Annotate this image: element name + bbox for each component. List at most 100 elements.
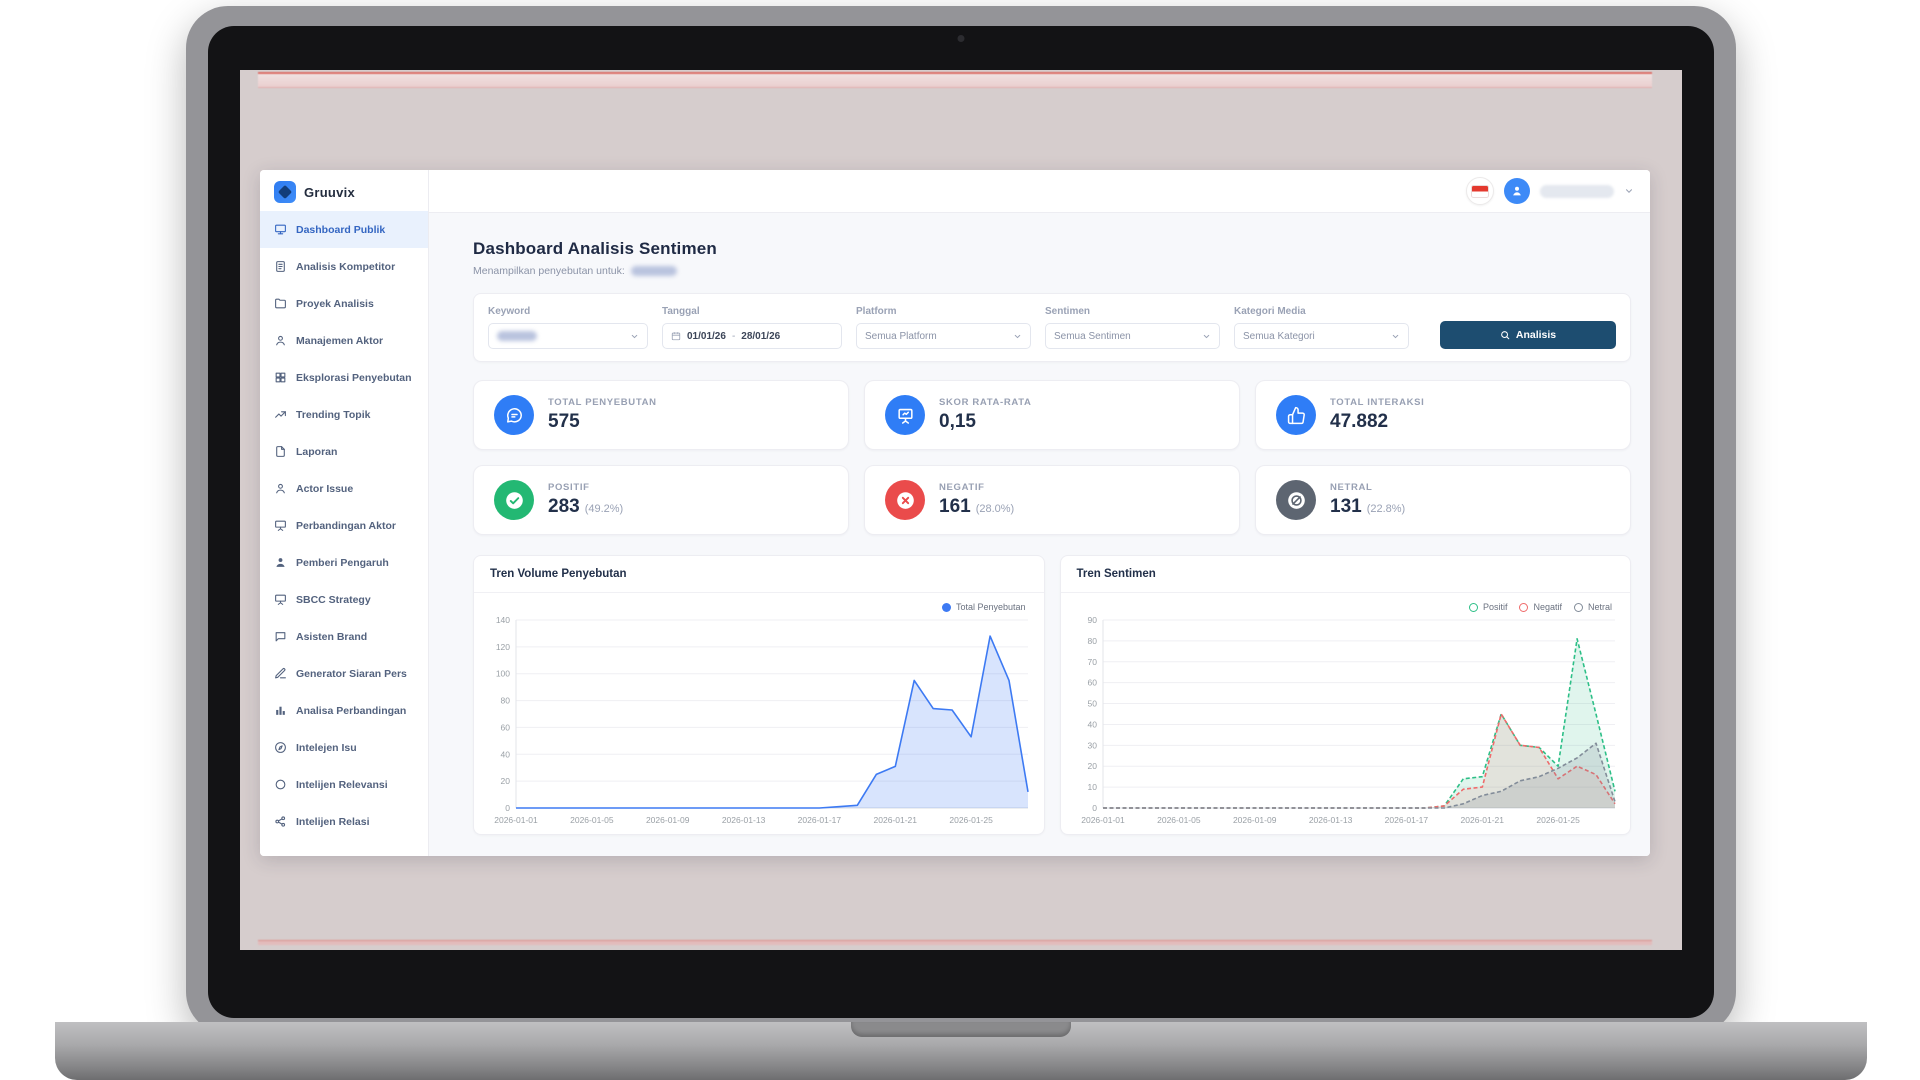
legend-netral[interactable]: Netral (1573, 602, 1612, 612)
chart-title: Tren Sentimen (1060, 556, 1630, 593)
svg-text:0: 0 (505, 803, 510, 813)
svg-text:2026-01-09: 2026-01-09 (646, 815, 690, 825)
folder-icon (274, 297, 287, 310)
user-avatar[interactable] (1504, 178, 1530, 204)
dashboard-window: Gruuvix Dashboard Publik Analisis Kompeti… (260, 170, 1650, 856)
sentiment-select[interactable]: Semua Sentimen (1045, 323, 1220, 349)
svg-text:90: 90 (1087, 615, 1097, 625)
page-subtitle: Menampilkan penyebutan untuk: (473, 265, 1628, 277)
sidebar-item-intelijen-relevansi[interactable]: Intelijen Relevansi (260, 766, 428, 803)
svg-text:20: 20 (501, 776, 511, 786)
sidebar-item-perbandingan-aktor[interactable]: Perbandingan Aktor (260, 507, 428, 544)
date-range-input[interactable]: 01/01/26 - 28/01/26 (662, 323, 842, 349)
legend-negatif[interactable]: Negatif (1519, 602, 1562, 612)
sidebar-item-pemberi-pengaruh[interactable]: Pemberi Pengaruh (260, 544, 428, 581)
sentiment-label: Sentimen (1045, 306, 1091, 317)
legend-dot-icon (1519, 602, 1529, 612)
page-title: Dashboard Analisis Sentimen (473, 239, 717, 258)
legend-total-penyebutan[interactable]: Total Penyebutan (941, 602, 1026, 612)
svg-text:2026-01-21: 2026-01-21 (1460, 815, 1504, 825)
media-category-value: Semua Kategori (1243, 330, 1315, 342)
date-end-value: 28/01/26 (741, 330, 781, 342)
chat-icon (274, 630, 287, 643)
svg-text:2026-01-05: 2026-01-05 (1157, 815, 1201, 825)
file-icon (274, 445, 287, 458)
topbar (429, 170, 1650, 213)
chart-legend: Total Penyebutan (941, 602, 1026, 612)
media-category-field: Kategori Media Semua Kategori (1234, 306, 1409, 349)
date-label: Tanggal (662, 306, 700, 317)
svg-text:100: 100 (496, 669, 510, 679)
presentation-icon (274, 593, 287, 606)
svg-text:10: 10 (1087, 782, 1097, 792)
platform-select[interactable]: Semua Platform (856, 323, 1031, 349)
compass-icon (274, 741, 287, 754)
svg-text:2026-01-25: 2026-01-25 (949, 815, 993, 825)
svg-text:70: 70 (1087, 657, 1097, 667)
chevron-down-icon[interactable] (1624, 186, 1634, 196)
sidebar-item-trending-topik[interactable]: Trending Topik (260, 396, 428, 433)
chat-bubble-icon (494, 395, 534, 435)
sidebar-item-intelijen-relasi[interactable]: Intelijen Relasi (260, 803, 428, 840)
sidebar-nav: Dashboard Publik Analisis Kompetitor Proye… (260, 211, 428, 840)
svg-text:20: 20 (1087, 761, 1097, 771)
user-filled-icon (274, 556, 287, 569)
keyword-select[interactable] (488, 323, 648, 349)
legend-positif[interactable]: Positif (1468, 602, 1507, 612)
laptop-base (55, 1022, 1867, 1080)
svg-text:50: 50 (1087, 699, 1097, 709)
sidebar-item-label: Perbandingan Aktor (296, 519, 396, 532)
stat-card-total-interaksi: TOTAL INTERAKSI 47.882 (1255, 380, 1631, 450)
sidebar-item-proyek-analisis[interactable]: Proyek Analisis (260, 285, 428, 322)
sidebar-item-label: Asisten Brand (296, 630, 368, 643)
laptop-frame: Gruuvix Dashboard Publik Analisis Kompeti… (186, 6, 1736, 1034)
chart-volume-penyebutan: Tren Volume Penyebutan Total Penyebutan … (473, 555, 1045, 835)
stat-card-negatif: NEGATIF 161 (28.0%) (864, 465, 1240, 535)
sidebar-item-intelejen-isu[interactable]: Intelejen Isu (260, 729, 428, 766)
sidebar-item-generator-siaran-pers[interactable]: Generator Siaran Pers (260, 655, 428, 692)
sidebar-item-analisa-perbandingan[interactable]: Analisa Perbandingan (260, 692, 428, 729)
svg-text:2026-01-17: 2026-01-17 (1384, 815, 1428, 825)
sidebar-item-manajemen-aktor[interactable]: Manajemen Aktor (260, 322, 428, 359)
search-icon (1501, 331, 1510, 340)
language-flag-button[interactable] (1466, 177, 1494, 205)
chart-plot-area[interactable]: 0 10 20 30 40 50 60 70 80 90 2026-01-01 2026-01-05 2… (1061, 592, 1631, 834)
sidebar-item-sbcc-strategy[interactable]: SBCC Strategy (260, 581, 428, 618)
circle-icon (274, 778, 287, 791)
keyword-label: Keyword (488, 306, 531, 317)
sidebar-item-dashboard-publik[interactable]: Dashboard Publik (260, 211, 428, 248)
null-circle-icon (1276, 480, 1316, 520)
sidebar-item-analisis-kompetitor[interactable]: Analisis Kompetitor (260, 248, 428, 285)
main-area: Dashboard Analisis Sentimen Menampilkan … (429, 170, 1650, 856)
sidebar-item-label: Intelejen Isu (296, 741, 357, 754)
chart-plot-area[interactable]: 0 20 40 60 80 100 120 140 2026-01-01 2026-01-05 20… (474, 592, 1044, 834)
laptop-bezel: Gruuvix Dashboard Publik Analisis Kompeti… (208, 26, 1714, 1018)
brand-name: Gruuvix (304, 184, 355, 200)
media-category-select[interactable]: Semua Kategori (1234, 323, 1409, 349)
brand-logo-row[interactable]: Gruuvix (260, 170, 428, 211)
chevron-down-icon (630, 332, 639, 341)
svg-text:2026-01-01: 2026-01-01 (494, 815, 538, 825)
stat-card-skor-rata-rata: SKOR RATA-RATA 0,15 (864, 380, 1240, 450)
sidebar-item-label: Proyek Analisis (296, 297, 374, 310)
user-icon (274, 334, 287, 347)
chart-tren-sentimen: Tren Sentimen Positif Negatif Netral 0 10 20… (1059, 555, 1631, 835)
date-start-value: 01/01/26 (687, 330, 726, 342)
sidebar-item-asisten-brand[interactable]: Asisten Brand (260, 618, 428, 655)
check-circle-icon (494, 480, 534, 520)
platform-label: Platform (856, 306, 897, 317)
stat-card-netral: NETRAL 131 (22.8%) (1255, 465, 1631, 535)
sidebar-item-label: Manajemen Aktor (296, 334, 384, 347)
sidebar-item-eksplorasi-penyebutan[interactable]: Eksplorasi Penyebutan (260, 359, 428, 396)
sidebar-item-actor-issue[interactable]: Actor Issue (260, 470, 428, 507)
username-redacted[interactable] (1540, 184, 1614, 198)
sidebar-item-label: Intelijen Relevansi (296, 778, 388, 791)
sidebar-item-laporan[interactable]: Laporan (260, 433, 428, 470)
browser-chrome-artifact-top (258, 72, 1652, 88)
analyze-button[interactable]: Analisis (1440, 321, 1616, 349)
svg-text:120: 120 (496, 642, 510, 652)
platform-field: Platform Semua Platform (856, 306, 1031, 349)
svg-text:2026-01-01: 2026-01-01 (1081, 815, 1125, 825)
gruuvix-logo-icon (274, 181, 296, 203)
